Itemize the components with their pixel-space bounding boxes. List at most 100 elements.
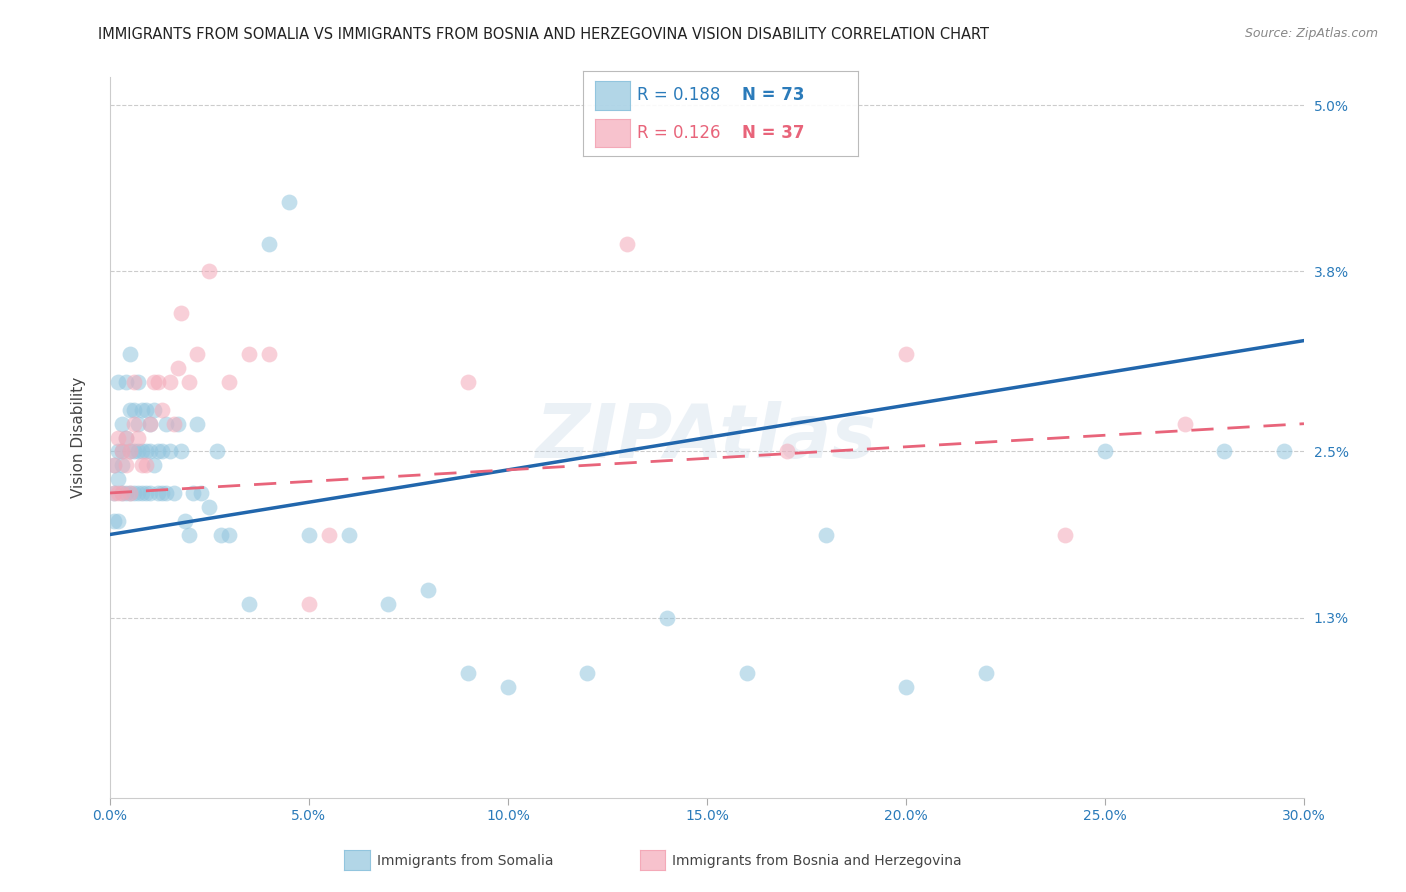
- Point: [775, 444, 797, 458]
- Point: [122, 417, 145, 431]
- Point: [118, 444, 141, 458]
- Point: [131, 402, 153, 417]
- Point: [114, 458, 136, 473]
- Point: [146, 486, 169, 500]
- Point: [131, 486, 153, 500]
- Point: [218, 527, 240, 541]
- Point: [142, 402, 165, 417]
- Point: [257, 347, 280, 361]
- Point: [127, 417, 149, 431]
- Point: [198, 500, 221, 514]
- Point: [162, 417, 184, 431]
- Point: [496, 680, 519, 694]
- Point: [166, 361, 188, 376]
- Text: N = 37: N = 37: [742, 124, 804, 142]
- Point: [111, 458, 134, 473]
- Point: [146, 444, 169, 458]
- Point: [122, 375, 145, 389]
- Point: [114, 375, 136, 389]
- Point: [576, 666, 599, 681]
- Point: [142, 458, 165, 473]
- Y-axis label: Vision Disability: Vision Disability: [72, 377, 86, 499]
- Point: [135, 486, 157, 500]
- Point: [377, 597, 399, 611]
- Point: [135, 444, 157, 458]
- Text: ZIPAtlas: ZIPAtlas: [536, 401, 877, 474]
- Point: [127, 375, 149, 389]
- Point: [103, 458, 125, 473]
- Point: [298, 527, 321, 541]
- Point: [107, 431, 129, 445]
- Text: Immigrants from Somalia: Immigrants from Somalia: [377, 854, 554, 868]
- Point: [257, 236, 280, 251]
- Point: [209, 527, 232, 541]
- Point: [138, 444, 160, 458]
- Point: [122, 486, 145, 500]
- Point: [107, 472, 129, 486]
- Point: [138, 486, 160, 500]
- Text: Source: ZipAtlas.com: Source: ZipAtlas.com: [1244, 27, 1378, 40]
- Point: [138, 417, 160, 431]
- Point: [238, 347, 260, 361]
- Text: IMMIGRANTS FROM SOMALIA VS IMMIGRANTS FROM BOSNIA AND HERZEGOVINA VISION DISABIL: IMMIGRANTS FROM SOMALIA VS IMMIGRANTS FR…: [98, 27, 990, 42]
- Point: [418, 582, 440, 597]
- Point: [122, 402, 145, 417]
- Point: [155, 486, 177, 500]
- Point: [186, 417, 208, 431]
- Point: [107, 375, 129, 389]
- Point: [111, 444, 134, 458]
- Point: [114, 431, 136, 445]
- Point: [1174, 417, 1197, 431]
- Point: [103, 486, 125, 500]
- Point: [118, 486, 141, 500]
- Point: [1094, 444, 1116, 458]
- Point: [298, 597, 321, 611]
- Point: [159, 444, 181, 458]
- Point: [186, 347, 208, 361]
- Text: N = 73: N = 73: [742, 87, 804, 104]
- Point: [207, 444, 229, 458]
- Point: [150, 402, 173, 417]
- Point: [146, 375, 169, 389]
- Point: [190, 486, 212, 500]
- Point: [179, 375, 201, 389]
- Point: [135, 402, 157, 417]
- Point: [135, 458, 157, 473]
- Point: [107, 444, 129, 458]
- Point: [174, 514, 197, 528]
- Point: [894, 680, 917, 694]
- Point: [111, 417, 134, 431]
- Point: [170, 306, 193, 320]
- Point: [735, 666, 758, 681]
- Point: [114, 486, 136, 500]
- Point: [118, 347, 141, 361]
- Point: [218, 375, 240, 389]
- Point: [131, 444, 153, 458]
- Point: [337, 527, 360, 541]
- Point: [278, 195, 301, 210]
- Point: [616, 236, 638, 251]
- Point: [131, 458, 153, 473]
- Point: [142, 375, 165, 389]
- Point: [111, 486, 134, 500]
- Point: [457, 375, 479, 389]
- Point: [118, 486, 141, 500]
- Point: [179, 527, 201, 541]
- Point: [127, 444, 149, 458]
- Point: [103, 458, 125, 473]
- Point: [114, 431, 136, 445]
- Point: [150, 444, 173, 458]
- Point: [1054, 527, 1077, 541]
- Point: [103, 486, 125, 500]
- Point: [974, 666, 997, 681]
- Point: [118, 402, 141, 417]
- Point: [815, 527, 838, 541]
- Point: [1272, 444, 1295, 458]
- Point: [111, 486, 134, 500]
- Point: [159, 375, 181, 389]
- Point: [103, 514, 125, 528]
- Point: [162, 486, 184, 500]
- Point: [238, 597, 260, 611]
- Point: [127, 486, 149, 500]
- Point: [198, 264, 221, 278]
